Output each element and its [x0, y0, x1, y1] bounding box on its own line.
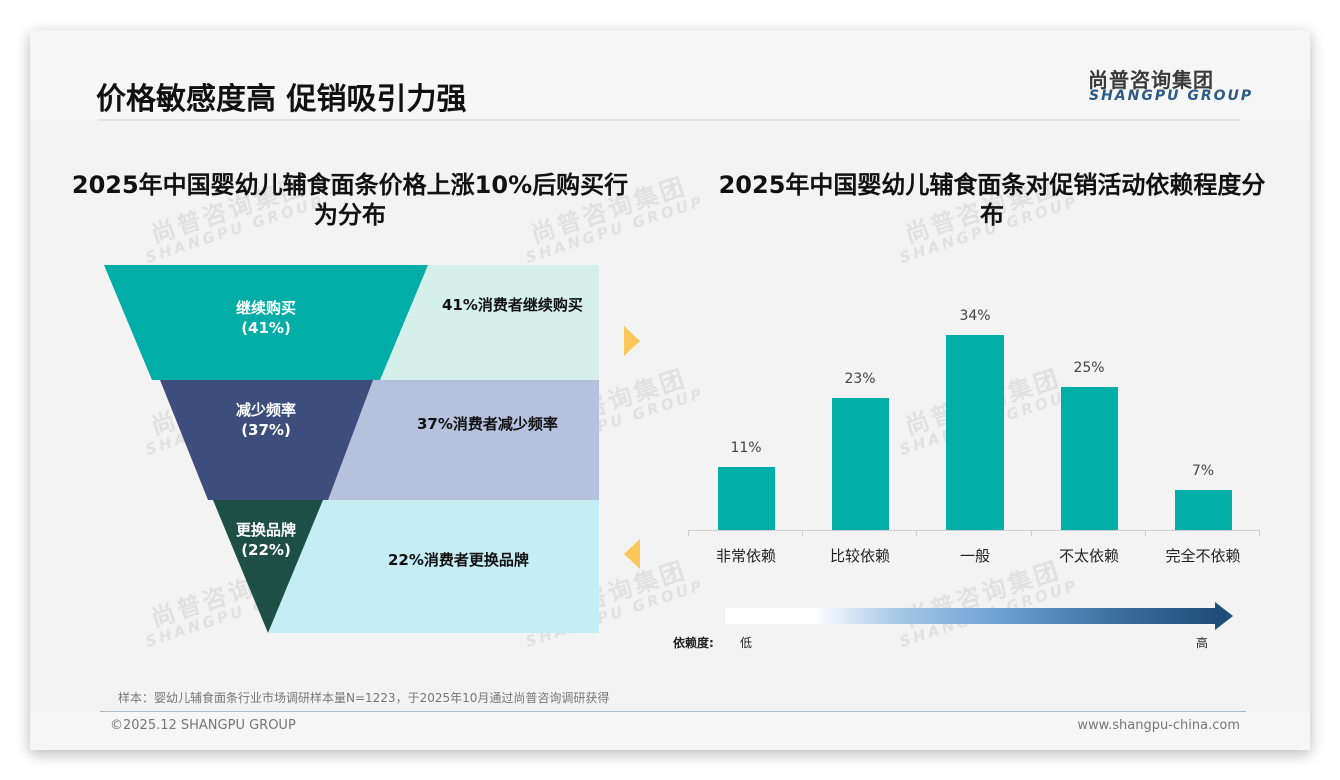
bar-very-dependent	[718, 467, 775, 530]
axis-tick	[1145, 530, 1146, 536]
bar-value-label: 11%	[730, 440, 762, 456]
scale-label: 依赖度:	[673, 636, 714, 650]
slide: 价格敏感度高 促销吸引力强 尚普咨询集团 SHANGPU GROUP 尚普咨询集…	[30, 30, 1310, 750]
funnel-segment-continue	[104, 265, 428, 380]
bar-value-label: 34%	[959, 308, 991, 324]
funnel-segment-switch	[213, 500, 323, 633]
arrow-head-icon	[1215, 602, 1233, 630]
funnel-annotation: 22%消费者更换品牌	[388, 551, 529, 569]
category-label: 比较依赖	[829, 547, 890, 565]
bar-chart-title: 2025年中国婴幼儿辅食面条对促销活动依赖程度分 布	[718, 171, 1266, 229]
logo-chinese: 尚普咨询集团	[1088, 68, 1214, 92]
funnel-shape	[104, 265, 428, 633]
copyright: ©2025.12 SHANGPU GROUP	[110, 718, 296, 733]
axis-tick	[916, 530, 917, 536]
header-band	[30, 30, 1310, 120]
bar-value-label: 23%	[844, 371, 876, 387]
funnel-segment-label: 减少频率 (37%)	[235, 401, 296, 439]
scale-high-label: 高	[1196, 636, 1209, 650]
website-link[interactable]: www.shangpu-china.com	[1077, 718, 1240, 733]
dependency-gradient-arrow	[725, 608, 1215, 624]
axis-tick	[802, 530, 803, 536]
bar-fairly-dependent	[832, 398, 889, 530]
category-label: 不太依赖	[1058, 547, 1119, 565]
footer-divider	[100, 711, 1246, 712]
category-label: 一般	[959, 547, 990, 565]
funnel-segment-label: 更换品牌 (22%)	[235, 521, 296, 559]
arrow-left-icon	[624, 539, 640, 569]
category-label: 完全不依赖	[1165, 547, 1241, 565]
axis-tick	[688, 530, 689, 536]
category-label: 非常依赖	[715, 547, 776, 565]
scale-low-label: 低	[740, 636, 753, 650]
funnel-annotation: 41%消费者继续购买	[442, 296, 583, 314]
bar-not-very-dependent	[1061, 387, 1118, 530]
axis-tick	[1259, 530, 1260, 536]
arrow-right-icon	[624, 326, 640, 356]
bar-value-label: 25%	[1073, 360, 1105, 376]
logo-english: SHANGPU GROUP	[1089, 88, 1254, 104]
sample-note: 样本：婴幼儿辅食面条行业市场调研样本量N=1223，于2025年10月通过尚普咨…	[118, 691, 610, 705]
funnel-annotation: 37%消费者减少频率	[417, 415, 558, 433]
bar-neutral	[946, 335, 1004, 530]
header-divider	[98, 119, 1240, 121]
page-title: 价格敏感度高 促销吸引力强	[96, 82, 467, 117]
axis-tick	[1031, 530, 1032, 536]
x-axis	[688, 530, 1260, 531]
funnel-band-switch	[270, 500, 599, 633]
bar-not-dependent	[1175, 490, 1232, 530]
funnel-chart-title: 2025年中国婴幼儿辅食面条价格上涨10%后购买行 为分布	[71, 171, 629, 229]
footer-band	[30, 712, 1310, 750]
bar-value-label: 7%	[1191, 463, 1215, 479]
funnel-segment-reduce	[160, 380, 373, 500]
funnel-segment-label: 继续购买 (41%)	[235, 299, 296, 337]
